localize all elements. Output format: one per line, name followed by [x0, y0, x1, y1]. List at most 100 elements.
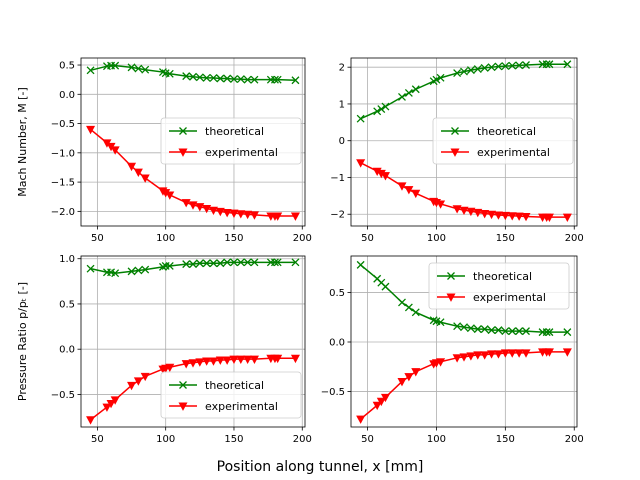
data-point-theoretical: [223, 74, 232, 83]
y-tick-label: −2.0: [51, 207, 75, 218]
data-point-theoretical: [230, 258, 238, 267]
data-point-experimental: [188, 359, 198, 368]
data-point-experimental: [215, 356, 225, 365]
data-point-experimental: [466, 352, 476, 361]
data-point-experimental: [127, 162, 137, 172]
y-axis-title: Mach Number, M [-]: [16, 87, 29, 196]
data-point-theoretical: [236, 75, 245, 84]
data-point-experimental: [493, 350, 503, 359]
legend-item-experimental: experimental: [169, 146, 278, 159]
data-point-experimental: [215, 207, 225, 217]
data-point-experimental: [507, 349, 517, 358]
data-point-experimental: [459, 353, 469, 362]
legend-item-experimental: experimental: [169, 400, 278, 413]
data-point-theoretical: [522, 61, 530, 69]
data-point-theoretical: [209, 259, 218, 268]
data-point-theoretical: [515, 61, 524, 70]
data-point-experimental: [473, 208, 483, 218]
data-point-theoretical: [158, 262, 167, 271]
data-point-theoretical: [508, 327, 517, 336]
x-tick-label: 100: [156, 434, 175, 445]
y-axis-title: Pressure Ratio p/pₜ [-]: [16, 282, 29, 401]
series-experimental: [86, 125, 300, 221]
data-point-theoretical: [429, 316, 438, 325]
data-point-experimental: [436, 200, 446, 209]
data-point-experimental: [86, 416, 96, 425]
x-tick-label: 150: [224, 434, 243, 445]
data-point-theoretical: [250, 75, 259, 84]
legend-item-theoretical: theoretical: [169, 379, 264, 392]
data-point-theoretical: [480, 325, 489, 334]
series-theoretical: [356, 260, 572, 337]
data-point-theoretical: [182, 72, 191, 81]
data-point-experimental: [500, 349, 510, 358]
x-tick-label: 50: [361, 434, 374, 445]
legend: theoretical experimental: [428, 262, 570, 310]
y-tick-label: −1: [330, 173, 345, 184]
data-point-theoretical: [127, 267, 136, 276]
x-tick-label: 200: [565, 233, 584, 244]
x-tick-label: 100: [156, 233, 175, 244]
data-point-experimental: [507, 212, 517, 221]
data-point-experimental: [133, 168, 143, 177]
data-point-experimental: [397, 182, 407, 191]
data-point-theoretical: [563, 60, 572, 69]
data-point-experimental: [544, 348, 554, 357]
data-point-experimental: [411, 368, 421, 377]
data-point-theoretical: [494, 326, 503, 335]
data-point-experimental: [133, 377, 143, 386]
data-point-theoretical: [111, 269, 120, 278]
data-point-theoretical: [404, 88, 413, 97]
data-point-experimental: [208, 357, 218, 366]
y-tick-label: 2: [339, 63, 345, 74]
y-tick-label: −0.5: [51, 390, 75, 401]
data-point-theoretical: [141, 65, 150, 74]
x-tick-label: 150: [224, 233, 243, 244]
y-tick-label: 1: [339, 99, 345, 110]
data-point-experimental: [521, 212, 531, 222]
data-point-theoretical: [165, 261, 174, 270]
x-tick-label: 100: [427, 233, 446, 244]
legend-label: experimental: [473, 291, 546, 304]
data-point-theoretical: [411, 85, 420, 94]
data-point-theoretical: [473, 65, 482, 73]
data-point-theoretical: [134, 266, 143, 275]
data-point-theoretical: [195, 259, 204, 268]
data-point-theoretical: [563, 328, 572, 337]
legend: theoretical experimental: [160, 117, 302, 165]
x-tick-label: 50: [91, 233, 104, 244]
legend-label: theoretical: [205, 125, 264, 138]
data-point-theoretical: [189, 72, 197, 81]
data-point-theoretical: [545, 328, 554, 337]
data-point-theoretical: [381, 282, 390, 291]
data-point-theoretical: [223, 258, 232, 267]
axes-frame: [350, 57, 578, 227]
data-point-theoretical: [356, 260, 365, 269]
axes-frame: [80, 255, 306, 428]
data-point-theoretical: [466, 324, 475, 333]
data-point-experimental: [514, 212, 524, 221]
data-point-experimental: [480, 210, 490, 219]
x-tick-label: 150: [496, 434, 515, 445]
data-point-experimental: [380, 393, 390, 403]
data-point-theoretical: [216, 74, 225, 83]
legend-label: theoretical: [477, 125, 536, 138]
series-experimental: [86, 354, 300, 425]
data-point-experimental: [140, 372, 150, 382]
data-point-theoretical: [501, 62, 510, 71]
data-point-theoretical: [291, 76, 300, 85]
data-point-theoretical: [432, 75, 441, 84]
legend-item-experimental: experimental: [441, 146, 550, 159]
data-point-experimental: [249, 355, 259, 364]
data-point-theoretical: [381, 102, 390, 111]
data-point-experimental: [202, 204, 212, 214]
figure-xlabel: Position along tunnel, x [mm]: [217, 459, 424, 475]
data-point-experimental: [290, 212, 300, 221]
data-point-experimental: [480, 351, 490, 360]
y-tick-label: 0.0: [59, 90, 75, 101]
data-point-theoretical: [86, 264, 95, 273]
data-point-theoretical: [195, 73, 204, 82]
legend-label: theoretical: [205, 379, 264, 392]
data-point-experimental: [229, 209, 239, 218]
